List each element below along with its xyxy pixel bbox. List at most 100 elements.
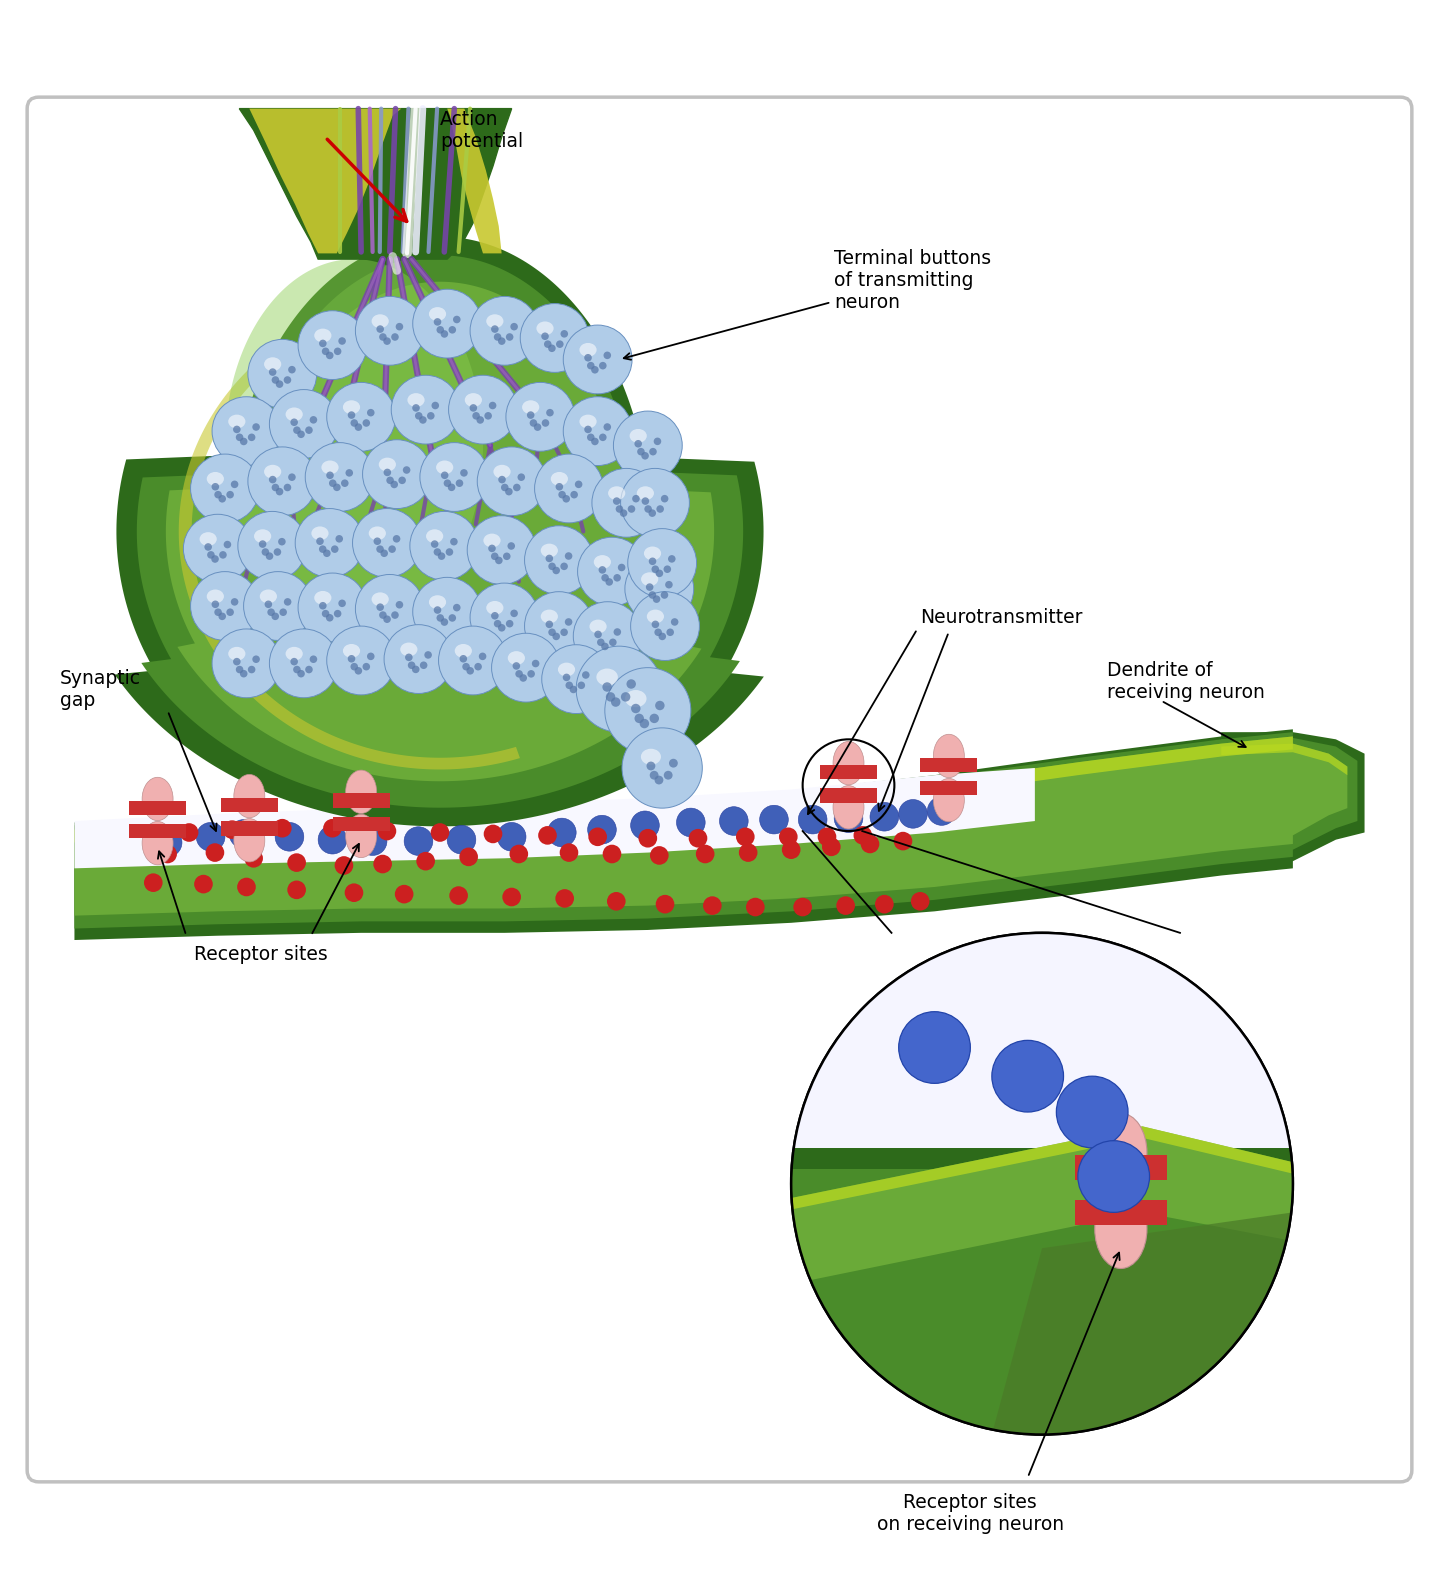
Circle shape xyxy=(871,802,899,831)
Circle shape xyxy=(534,423,541,431)
Circle shape xyxy=(665,581,672,589)
Circle shape xyxy=(298,669,305,677)
Circle shape xyxy=(655,628,662,636)
Circle shape xyxy=(663,565,671,573)
Circle shape xyxy=(391,333,399,341)
Circle shape xyxy=(212,556,219,562)
Circle shape xyxy=(273,820,292,837)
Circle shape xyxy=(243,572,312,641)
Circle shape xyxy=(334,609,341,617)
Ellipse shape xyxy=(637,486,653,501)
Bar xyxy=(1075,1156,1167,1180)
Circle shape xyxy=(584,426,591,433)
Circle shape xyxy=(309,415,317,423)
Circle shape xyxy=(391,611,399,619)
Circle shape xyxy=(453,316,460,324)
Circle shape xyxy=(635,441,642,447)
Circle shape xyxy=(861,835,879,853)
Circle shape xyxy=(720,807,748,835)
Circle shape xyxy=(276,381,283,388)
Circle shape xyxy=(472,412,479,420)
Circle shape xyxy=(555,483,563,491)
Circle shape xyxy=(386,477,394,485)
Circle shape xyxy=(591,437,599,445)
Ellipse shape xyxy=(229,647,246,660)
Circle shape xyxy=(560,628,568,636)
Circle shape xyxy=(330,480,337,486)
Circle shape xyxy=(248,434,255,441)
Circle shape xyxy=(331,545,338,553)
Polygon shape xyxy=(1222,737,1357,857)
Circle shape xyxy=(432,401,439,409)
Text: Synaptic
gap: Synaptic gap xyxy=(60,668,141,709)
Circle shape xyxy=(237,512,307,579)
Circle shape xyxy=(466,666,473,674)
Circle shape xyxy=(272,376,279,384)
Circle shape xyxy=(206,843,224,862)
Circle shape xyxy=(420,662,427,669)
Circle shape xyxy=(283,376,291,384)
Circle shape xyxy=(553,633,560,639)
Circle shape xyxy=(485,412,492,420)
Circle shape xyxy=(279,608,286,616)
Ellipse shape xyxy=(833,742,863,785)
Circle shape xyxy=(791,933,1292,1435)
Circle shape xyxy=(603,352,612,358)
Circle shape xyxy=(275,823,304,851)
Circle shape xyxy=(288,853,307,872)
Circle shape xyxy=(396,322,403,330)
Circle shape xyxy=(334,347,341,355)
Bar xyxy=(1075,1200,1167,1225)
Circle shape xyxy=(663,771,672,780)
Circle shape xyxy=(414,412,423,420)
Circle shape xyxy=(661,591,668,598)
Circle shape xyxy=(620,469,689,537)
Circle shape xyxy=(530,418,537,426)
Circle shape xyxy=(511,609,518,617)
Circle shape xyxy=(560,562,568,570)
Circle shape xyxy=(469,404,478,412)
Circle shape xyxy=(563,325,632,393)
Circle shape xyxy=(666,628,673,636)
Circle shape xyxy=(325,614,334,622)
Bar xyxy=(921,782,977,796)
Circle shape xyxy=(384,469,391,477)
Ellipse shape xyxy=(486,314,504,328)
Circle shape xyxy=(223,821,242,838)
Circle shape xyxy=(548,344,555,352)
Circle shape xyxy=(324,549,331,557)
Bar xyxy=(820,788,876,802)
Ellipse shape xyxy=(371,592,389,606)
Circle shape xyxy=(252,423,260,431)
Ellipse shape xyxy=(235,818,265,862)
Ellipse shape xyxy=(371,314,389,328)
Circle shape xyxy=(288,366,296,374)
Circle shape xyxy=(630,812,659,840)
Circle shape xyxy=(338,338,345,344)
Circle shape xyxy=(646,583,653,591)
Circle shape xyxy=(332,483,341,491)
Circle shape xyxy=(363,663,370,671)
Bar xyxy=(130,801,186,815)
Ellipse shape xyxy=(558,663,576,676)
Circle shape xyxy=(265,600,272,608)
Ellipse shape xyxy=(342,401,360,414)
Circle shape xyxy=(594,630,602,638)
Circle shape xyxy=(632,704,640,714)
Circle shape xyxy=(353,508,422,578)
Circle shape xyxy=(335,535,342,543)
Circle shape xyxy=(212,600,219,608)
Bar xyxy=(921,758,977,772)
Circle shape xyxy=(440,330,448,338)
Circle shape xyxy=(558,491,566,499)
Circle shape xyxy=(689,829,708,848)
Circle shape xyxy=(154,829,181,857)
Circle shape xyxy=(555,341,564,347)
Circle shape xyxy=(363,439,432,508)
Circle shape xyxy=(478,447,545,516)
Circle shape xyxy=(319,339,327,347)
Ellipse shape xyxy=(643,546,661,561)
Circle shape xyxy=(511,322,518,330)
Circle shape xyxy=(476,417,484,423)
Ellipse shape xyxy=(590,619,607,633)
